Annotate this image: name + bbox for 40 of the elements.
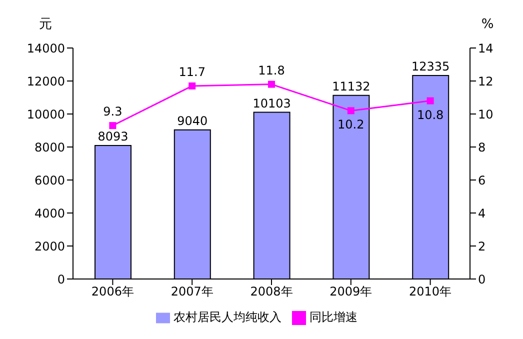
point (347, 107, 354, 114)
data-label: 11.7 (178, 64, 206, 79)
legend-label: 同比增速 (310, 310, 358, 324)
x-tick-label: 2010年 (409, 284, 452, 299)
y-tick-label: 4000 (34, 206, 65, 220)
y2-tick-label: 4 (478, 206, 486, 220)
x-tick-label: 2006年 (91, 284, 134, 299)
point (109, 122, 116, 130)
y2-axis-title: % (481, 17, 494, 32)
y-tick-label: 14000 (26, 41, 65, 56)
data-label: 10.8 (416, 108, 444, 122)
data-label: 9040 (177, 114, 208, 128)
data-label: 8093 (98, 129, 128, 144)
legend-label: 农村居民人均纯收入 (174, 310, 282, 324)
y2-tick-label: 0 (478, 272, 486, 286)
y-tick-label: 12000 (26, 74, 65, 88)
point (426, 97, 434, 104)
point (188, 82, 196, 90)
y2-tick-label: 10 (478, 107, 494, 122)
data-label: 11.8 (258, 63, 285, 78)
data-label: 11132 (332, 79, 370, 94)
y2-tick-label: 8 (478, 140, 486, 154)
x-tick-label: 2008年 (250, 284, 293, 299)
data-label: 12335 (412, 59, 450, 74)
y-tick-label: 6000 (34, 173, 65, 188)
x-tick-label: 2009年 (330, 284, 372, 299)
y2-tick-label: 12 (478, 74, 494, 88)
y-tick-label: 0 (57, 272, 65, 286)
y-axis-title: 元 (39, 17, 52, 32)
point (268, 80, 275, 88)
y-tick-label: 8000 (34, 140, 65, 154)
y-tick-label: 10000 (26, 107, 65, 122)
y2-tick-label: 14 (478, 41, 494, 56)
data-label: 10103 (252, 96, 291, 110)
data-label: 9.3 (103, 104, 122, 119)
y-tick-label: 2000 (34, 239, 65, 254)
y2-tick-label: 2 (478, 239, 486, 254)
x-tick-label: 2007年 (170, 284, 214, 299)
y2-tick-label: 6 (478, 173, 486, 188)
data-label: 10.2 (338, 118, 364, 132)
